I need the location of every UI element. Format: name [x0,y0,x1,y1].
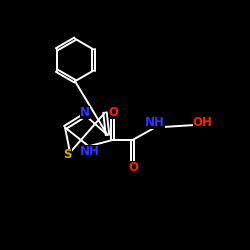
Text: NH: NH [80,145,100,158]
Text: O: O [129,161,139,174]
Text: O: O [109,106,119,119]
Text: N: N [80,106,90,119]
Text: NH: NH [145,116,165,129]
Text: S: S [63,148,72,162]
Text: OH: OH [192,116,212,129]
